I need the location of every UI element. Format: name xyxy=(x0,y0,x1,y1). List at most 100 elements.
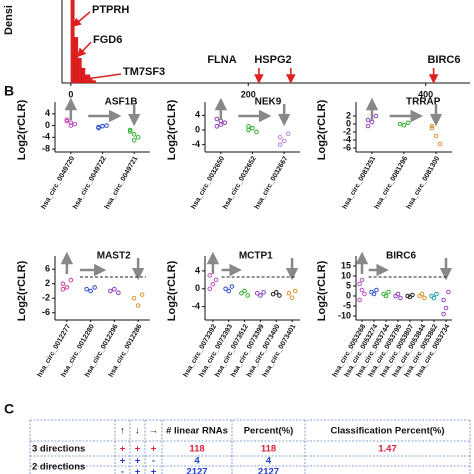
x-tick-label: hsa_circ_0032667 xyxy=(254,155,290,210)
table-header: ↓ xyxy=(135,426,140,437)
y-axis-label: Densi xyxy=(3,5,15,35)
data-point xyxy=(401,122,407,128)
y-tick-label: 4 xyxy=(195,110,200,120)
y-tick-label: -6 xyxy=(42,307,50,317)
data-point xyxy=(104,123,109,128)
data-point xyxy=(286,290,292,296)
gene-arrow xyxy=(81,73,122,83)
data-point xyxy=(60,286,66,292)
data-point xyxy=(397,121,403,127)
y-axis-label: Log2(rCLR) xyxy=(166,260,178,321)
data-point xyxy=(357,297,362,303)
data-point xyxy=(218,122,224,127)
table-header: Percent(%) xyxy=(244,426,294,437)
data-point xyxy=(369,119,375,125)
data-point xyxy=(64,118,70,124)
data-point xyxy=(84,286,89,292)
table-header: Classification Percent(%) xyxy=(330,426,444,437)
panel-label: C xyxy=(4,401,14,417)
gene-arrow xyxy=(76,41,92,58)
y-axis-label: Log2(rCLR) xyxy=(16,260,28,321)
gene-label: TM7SF3 xyxy=(123,66,165,78)
table-sign: - xyxy=(152,456,155,467)
y-tick-label: 10 xyxy=(341,270,351,280)
y-tick-label: -4 xyxy=(343,134,351,144)
data-point xyxy=(434,291,439,297)
data-point xyxy=(108,288,113,294)
y-tick-label: 2 xyxy=(45,278,50,288)
data-point xyxy=(100,123,105,129)
data-point xyxy=(359,277,365,283)
y-tick-label: -6 xyxy=(343,142,351,152)
data-point xyxy=(281,138,287,144)
density-bar xyxy=(77,57,82,84)
x-tick-label: hsa_circ_0032652 xyxy=(222,155,258,210)
x-tick-label: hsa_circ_0049722 xyxy=(72,155,108,210)
x-tick-label: hsa_circ_0049721 xyxy=(104,155,140,210)
gene-label: FGD6 xyxy=(93,34,122,46)
y-tick-label: 0 xyxy=(45,120,50,130)
y-axis-label: Log2(rCLR) xyxy=(316,260,328,321)
data-point xyxy=(277,135,283,140)
data-point xyxy=(207,273,213,278)
table-cell: 118 xyxy=(189,444,204,455)
y-tick-label: 2 xyxy=(346,110,351,120)
table-cell: 118 xyxy=(261,444,276,455)
data-point xyxy=(116,290,121,296)
data-point xyxy=(131,137,137,143)
data-point xyxy=(135,135,141,140)
y-tick-label: 0 xyxy=(346,118,351,128)
y-tick-label: 0 xyxy=(346,290,351,300)
data-point xyxy=(72,121,78,127)
y-axis-label: Log2(rCLR) xyxy=(16,99,28,160)
data-point xyxy=(405,120,411,126)
plot-title: NEK9 xyxy=(255,97,282,108)
gene-label: FLNA xyxy=(207,54,236,66)
data-point xyxy=(131,132,137,137)
table-sign: + xyxy=(120,456,126,467)
data-point xyxy=(239,290,244,296)
gene-label: BIRC6 xyxy=(427,54,460,66)
gene-label: PTPRH xyxy=(92,4,129,16)
table-sign: - xyxy=(121,467,124,474)
data-point xyxy=(365,117,371,123)
density-bar xyxy=(81,67,86,84)
data-point xyxy=(60,281,66,287)
data-point xyxy=(254,129,259,135)
data-point xyxy=(250,125,255,131)
data-point xyxy=(131,295,137,301)
table-cell: 2127 xyxy=(186,467,207,474)
data-point xyxy=(242,288,247,294)
data-point xyxy=(383,293,389,299)
density-bar xyxy=(92,80,96,84)
data-point xyxy=(410,292,415,298)
data-point xyxy=(365,123,371,129)
data-point xyxy=(213,277,219,283)
data-point xyxy=(277,293,282,298)
data-point xyxy=(96,125,101,131)
data-point xyxy=(386,289,391,295)
data-point xyxy=(277,142,283,147)
y-axis-label: Log2(rCLR) xyxy=(166,99,178,160)
data-point xyxy=(398,295,403,301)
data-point xyxy=(245,293,251,298)
data-point xyxy=(223,286,228,292)
y-tick-label: -2 xyxy=(343,126,351,136)
data-point xyxy=(88,288,93,294)
data-point xyxy=(419,291,425,297)
row-label: 3 directions xyxy=(32,444,85,455)
data-point xyxy=(362,291,367,297)
y-tick-label: 15 xyxy=(341,260,351,270)
data-point xyxy=(446,289,451,295)
plot-title: TRRAP xyxy=(406,97,441,108)
data-point xyxy=(68,123,74,128)
data-point xyxy=(273,290,279,295)
y-tick-label: -4 xyxy=(42,132,50,142)
x-tick-label: hsa_circ_0081296 xyxy=(373,155,409,210)
table-sign: + xyxy=(135,444,141,455)
data-point xyxy=(214,116,220,122)
table-sign: + xyxy=(120,444,126,455)
x-tick-label: hsa_circ_0081251 xyxy=(341,155,377,210)
data-point xyxy=(214,124,220,129)
